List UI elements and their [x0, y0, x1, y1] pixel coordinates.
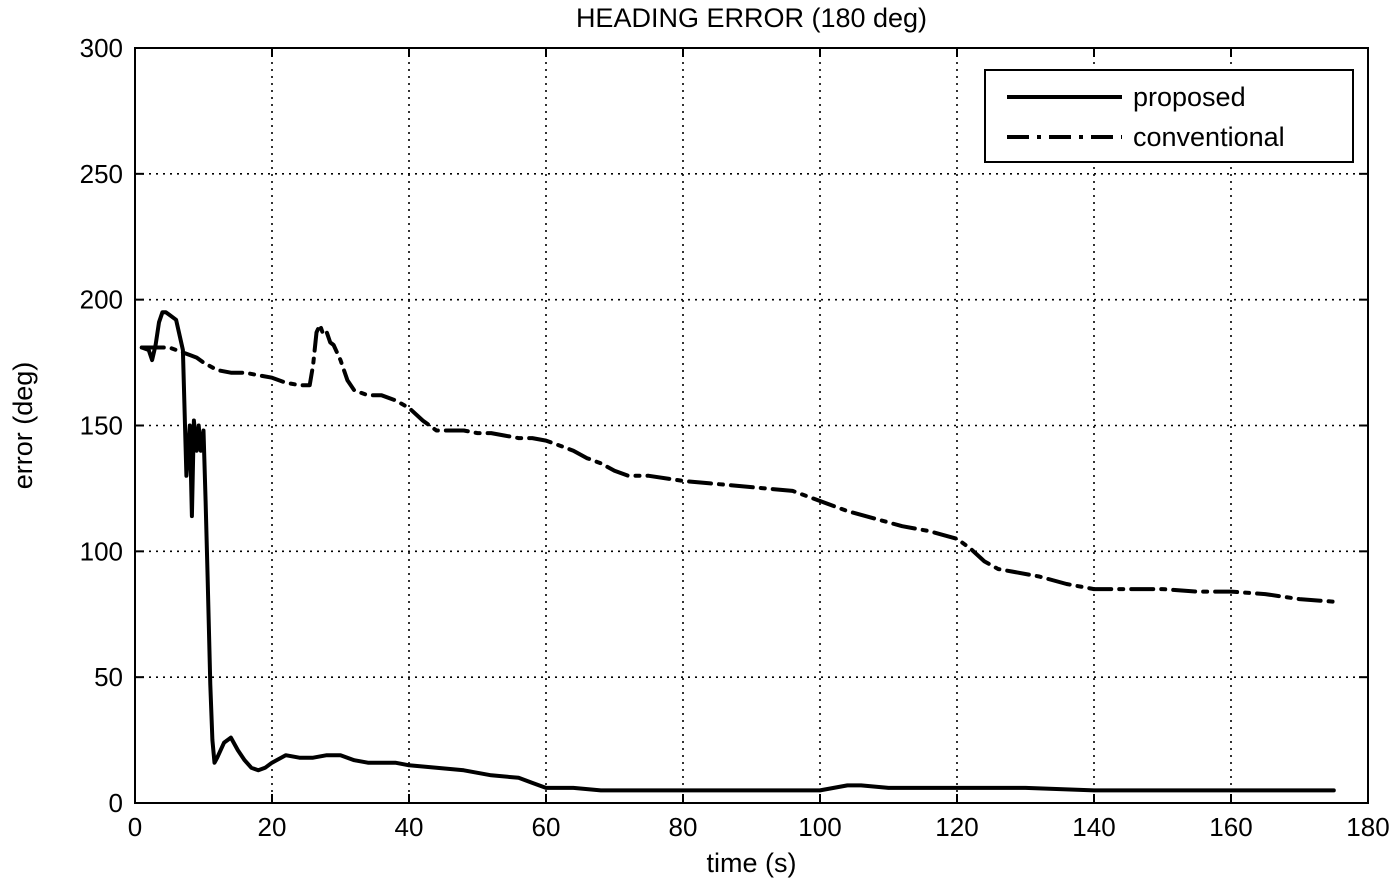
axis-ticks: 0 20 40 60 80 100 120 140 160 180 0 50 100 150 200 250 3…	[80, 33, 1390, 842]
series-line-proposed	[139, 310, 1336, 793]
x-tick-label: 80	[669, 812, 698, 842]
legend-box	[984, 69, 1354, 163]
grid	[135, 48, 1368, 803]
y-tick-label: 0	[109, 788, 123, 818]
x-tick-label: 40	[395, 812, 424, 842]
series-line-conventional	[139, 322, 1336, 604]
x-tick-label: 0	[128, 812, 142, 842]
series-lines	[139, 310, 1336, 793]
legend-label-proposed: proposed	[1133, 82, 1246, 112]
x-tick-label: 60	[532, 812, 561, 842]
y-tick-label: 100	[80, 536, 123, 566]
x-tick-label: 140	[1072, 812, 1115, 842]
x-tick-label: 100	[798, 812, 841, 842]
x-tick-label: 180	[1346, 812, 1389, 842]
y-tick-label: 50	[94, 662, 123, 692]
y-axis-label: error (deg)	[8, 362, 38, 490]
chart-title: HEADING ERROR (180 deg)	[576, 3, 927, 33]
y-tick-label: 200	[80, 285, 123, 315]
x-tick-label: 160	[1209, 812, 1252, 842]
x-tick-label: 120	[935, 812, 978, 842]
legend: proposed conventional	[984, 69, 1354, 163]
x-tick-label: 20	[258, 812, 287, 842]
legend-label-conventional: conventional	[1133, 122, 1285, 152]
y-tick-label: 150	[80, 411, 123, 441]
y-tick-label: 300	[80, 33, 123, 63]
x-axis-label: time (s)	[707, 848, 797, 878]
y-tick-label: 250	[80, 159, 123, 189]
